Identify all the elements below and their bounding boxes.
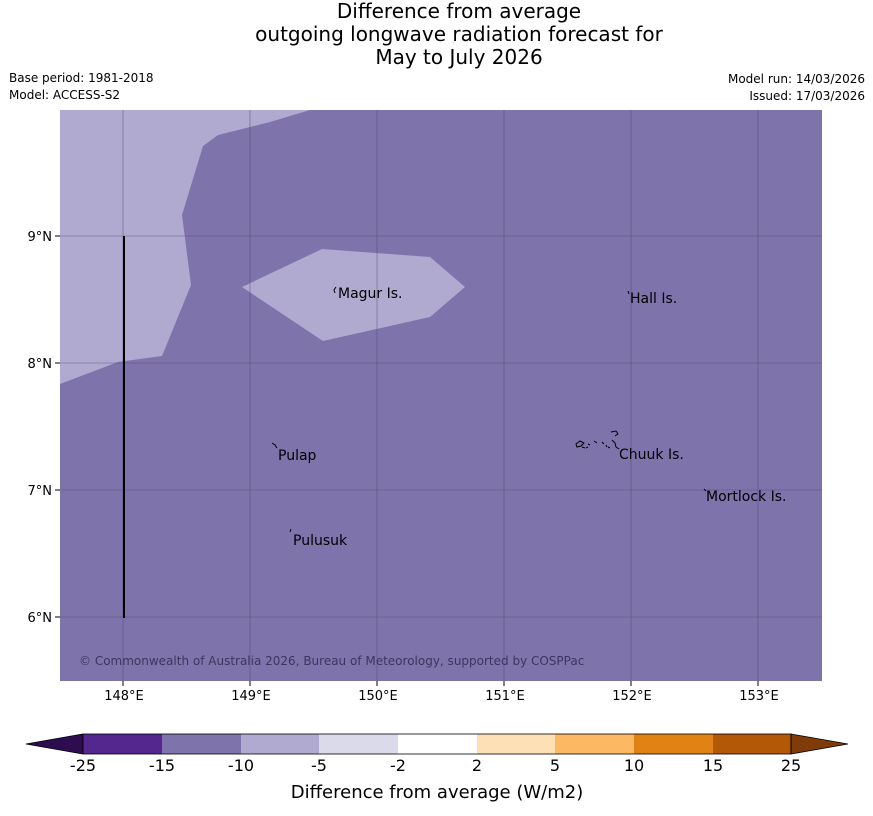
lon-tick-151e: 151°E [485, 689, 525, 704]
island-magur [333, 286, 337, 294]
colorbar-segment-9 [713, 734, 791, 754]
lon-tick-152e: 152°E [612, 689, 652, 704]
colorbar-label: Difference from average (W/m2) [291, 782, 583, 803]
lon-tick-148e: 148°E [104, 689, 144, 704]
lat-tick-7n: 7°N [28, 484, 53, 499]
meta-left: Base period: 1981-2018 Model: ACCESS-S2 [9, 70, 154, 104]
colorbar-tick-4: -5 [311, 756, 327, 775]
label-hall: Hall Is. [630, 291, 677, 307]
lon-tick-153e: 153°E [739, 689, 779, 704]
anomaly-region-northwest [60, 110, 310, 384]
colorbar-frame [82, 733, 792, 755]
colorbar-segment-2 [162, 734, 241, 754]
colorbar-segment-5 [398, 734, 477, 754]
model-run: Model run: 14/03/2026 [727, 72, 865, 86]
colorbar-tick-10: 25 [781, 756, 801, 775]
label-mortlock: Mortlock Is. [706, 489, 786, 505]
colorbar-segment-3 [241, 734, 319, 754]
title-line-3: May to July 2026 [375, 45, 543, 69]
model-name: Model: ACCESS-S2 [9, 88, 121, 102]
colorbar-tick-8: 10 [624, 756, 644, 775]
anomaly-region-magur [242, 249, 465, 341]
island-pulap [271, 442, 278, 449]
map-background [60, 110, 822, 681]
colorbar-extend-low [25, 733, 84, 755]
title-line-1: Difference from average [336, 0, 582, 23]
lon-tick-150e: 150°E [358, 689, 398, 704]
island-chuuk [575, 430, 620, 450]
colorbar-tick-7: 5 [550, 756, 560, 775]
colorbar-tick-3: -10 [228, 756, 254, 775]
colorbar-tick-6: 2 [472, 756, 482, 775]
island-mortlock [703, 488, 707, 492]
islands [271, 286, 707, 533]
lat-tick-8n: 8°N [28, 357, 53, 372]
title-line-2: outgoing longwave radiation forecast for [255, 22, 663, 46]
base-period: Base period: 1981-2018 [9, 71, 154, 85]
colorbar-extend-high [790, 733, 849, 755]
colorbar-tick-5: -2 [390, 756, 406, 775]
lat-tick-6n: 6°N [28, 611, 53, 626]
colorbar-tick-1: -25 [70, 756, 96, 775]
lon-tick-149e: 149°E [231, 689, 271, 704]
colorbar-tick-2: -15 [149, 756, 175, 775]
label-magur: Magur Is. [338, 286, 403, 302]
lon-ticks: 148°E 149°E 150°E 151°E 152°E 153°E [104, 681, 779, 704]
issued-date: Issued: 17/03/2026 [749, 89, 865, 103]
colorbar-segment-7 [555, 734, 634, 754]
colorbar-segment-8 [634, 734, 713, 754]
island-pulusuk [289, 528, 292, 533]
copyright-notice: © Commonwealth of Australia 2026, Bureau… [79, 654, 584, 668]
colorbar-segment-1 [83, 734, 162, 754]
lat-ticks: 9°N 8°N 7°N 6°N [28, 230, 60, 626]
colorbar-segment-4 [319, 734, 398, 754]
colorbar-segment-6 [477, 734, 555, 754]
colorbar-tick-9: 15 [703, 756, 723, 775]
lat-tick-9n: 9°N [28, 230, 53, 245]
island-hall [627, 290, 630, 295]
label-pulusuk: Pulusuk [293, 533, 348, 549]
label-chuuk: Chuuk Is. [619, 447, 684, 463]
meta-right: Model run: 14/03/2026 Issued: 17/03/2026 [728, 71, 865, 105]
chart-title: Difference from average outgoing longwav… [0, 0, 873, 69]
colorbar: -25 -15 -10 -5 -2 2 5 10 15 25 Differenc… [25, 733, 849, 803]
label-pulap: Pulap [278, 448, 317, 464]
